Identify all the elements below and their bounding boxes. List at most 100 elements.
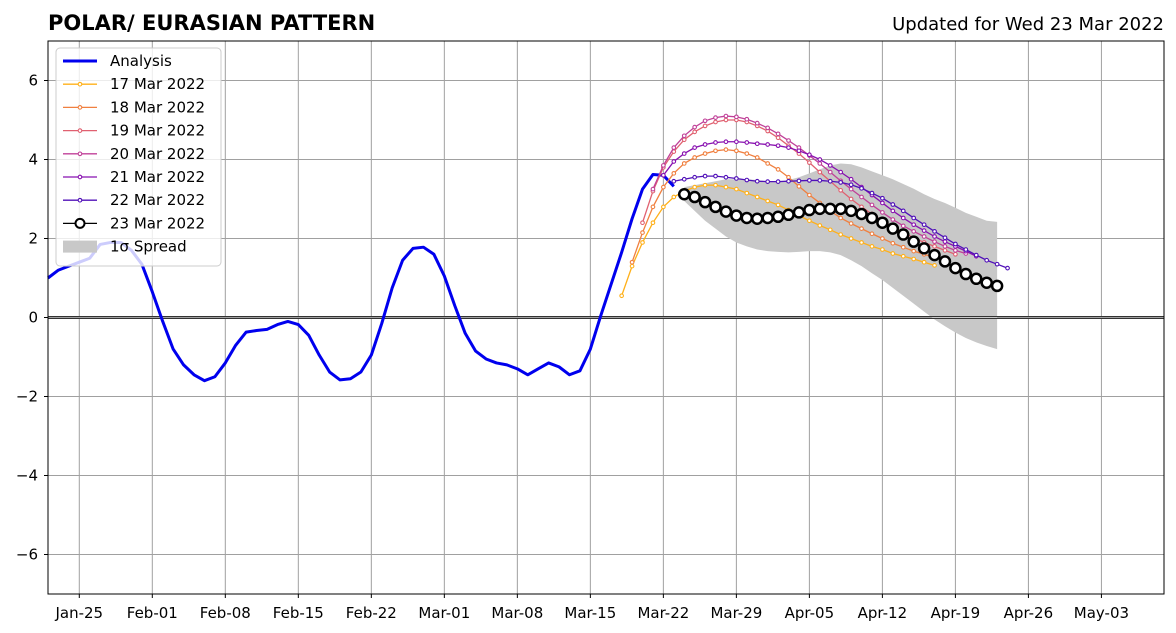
forecast-point [692,124,698,130]
x-tick-label: Feb-15 [273,604,324,622]
forecast-point [928,248,941,262]
forecast-point [827,163,833,168]
forecast-series [661,139,979,259]
forecast-point [827,227,833,233]
forecast-point [921,234,927,239]
forecast-series [677,188,1004,293]
forecast-point [897,228,910,241]
forecast-point [730,209,743,222]
forecast-point [973,252,979,258]
forecast-point [671,170,677,176]
forecast-point [692,155,698,160]
forecast-point [859,185,864,191]
forecast-point [859,226,864,231]
forecast-point [750,212,764,225]
forecast-point [786,174,791,180]
forecast-point [702,151,708,156]
forecast-point [775,167,781,172]
forecast-point [880,210,885,215]
forecast-point [817,223,823,228]
legend-swatch-marker [77,197,83,203]
forecast-point [959,267,973,281]
forecast-point [702,118,708,124]
x-tick-label: Jan-25 [54,604,103,622]
forecast-point [640,240,645,245]
legend-entry: 23 Mar 2022 [63,214,205,232]
forecast-point [702,173,708,179]
forecast-point [754,141,760,147]
forecast-point [900,215,906,221]
y-tick-label: −4 [16,467,38,485]
forecast-point [953,251,958,257]
forecast-point [869,244,875,249]
forecast-point [698,195,712,209]
forecast-point [786,138,791,143]
forecast-point [890,217,896,222]
forecast-point [911,256,917,262]
chart-subtitle: Updated for Wed 23 Mar 2022 [892,14,1164,35]
forecast-series [671,173,1010,271]
legend-entry: 18 Mar 2022 [63,98,205,116]
forecast-point [932,229,937,234]
legend-entry: 20 Mar 2022 [63,145,205,163]
forecast-point [848,236,854,241]
forecast-point [744,190,750,196]
analysis-line [47,173,675,383]
forecast-point [681,161,687,166]
y-tick-label: −2 [16,388,38,406]
forecast-point [880,195,885,201]
forecast-point [661,163,666,168]
x-tick-label: May-03 [1074,604,1129,622]
forecast-point [765,161,771,166]
forecast-point [807,160,812,166]
forecast-point [970,272,983,286]
forecast-series [619,182,937,299]
forecast-point [744,140,750,145]
x-tick-label: Feb-08 [200,604,251,622]
forecast-point [688,190,701,204]
forecast-point [671,178,677,184]
forecast-point [744,116,750,122]
forecast-point [869,202,875,208]
legend-swatch-marker [77,81,83,87]
legend-swatch-marker [77,105,83,110]
legend-entry: 1σ Spread [63,238,187,256]
forecast-point [723,139,729,145]
legend-entry: 22 Mar 2022 [63,191,205,209]
forecast-point [932,239,937,245]
forecast-point [650,204,656,210]
forecast-point [932,234,937,239]
forecast-point [723,147,729,152]
legend: Analysis 17 Mar 2022 18 Mar 2022 19 Mar 202… [55,47,222,267]
forecast-point [650,220,656,226]
spread-band [684,163,998,350]
forecast-point [744,151,750,156]
forecast-point [723,174,729,180]
forecast-point [823,202,837,216]
forecast-point [984,257,990,263]
forecast-point [723,184,729,190]
forecast-point [650,186,656,192]
forecast-point [980,276,993,289]
legend-box [55,47,222,267]
forecast-point [775,131,781,137]
forecast-point [848,176,854,182]
forecast-point [848,221,854,226]
forecast-point [859,194,864,200]
forecast-point [775,179,781,184]
forecast-point [681,137,687,143]
legend-label: 17 Mar 2022 [110,75,205,93]
forecast-point [921,259,927,265]
x-tick-label: Mar-01 [418,604,470,622]
forecast-point [754,194,760,200]
legend-swatch-marker [77,151,83,157]
forecast-point [953,241,958,247]
forecast-point [619,293,624,299]
forecast-point [661,204,666,210]
forecast-point [921,228,927,233]
forecast-point [629,263,635,269]
forecast-point [681,133,687,139]
forecast-point [963,247,969,252]
legend-entry: 19 Mar 2022 [63,122,205,140]
forecast-point [740,211,754,225]
